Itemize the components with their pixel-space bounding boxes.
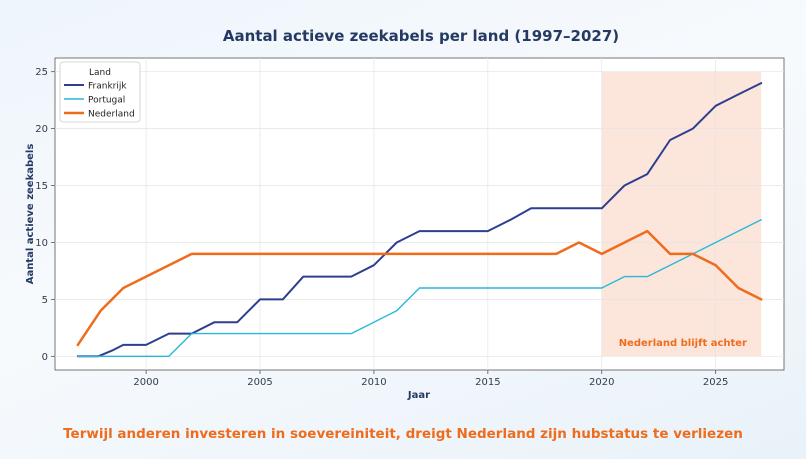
legend-label-portugal: Portugal bbox=[88, 96, 125, 106]
y-tick-label: 15 bbox=[35, 181, 48, 192]
x-tick-label: 2005 bbox=[247, 377, 272, 388]
series-line-frankrijk bbox=[76, 82, 763, 358]
x-tick-label: 2025 bbox=[703, 377, 728, 388]
y-tick-label: 0 bbox=[42, 352, 48, 363]
legend: Land Frankrijk Portugal Nederland bbox=[59, 61, 141, 123]
legend-label-frankrijk: Frankrijk bbox=[88, 82, 127, 92]
x-tick-label: 2000 bbox=[133, 377, 158, 388]
y-tick-label: 10 bbox=[35, 238, 48, 249]
series-line-nederland bbox=[76, 229, 763, 347]
x-axis-label: Jaar bbox=[407, 390, 430, 401]
highlight-label: Nederland blijft achter bbox=[619, 338, 747, 349]
legend-title: Land bbox=[89, 68, 111, 78]
y-tick-label: 5 bbox=[42, 295, 48, 306]
x-tick-label: 2015 bbox=[475, 377, 500, 388]
legend-label-nederland: Nederland bbox=[88, 110, 135, 120]
legend-box bbox=[59, 61, 141, 123]
y-tick-label: 20 bbox=[35, 124, 48, 135]
y-tick-label: 25 bbox=[35, 67, 48, 78]
y-axis-label: Aantal actieve zeekabels bbox=[25, 144, 36, 285]
x-tick-label: 2020 bbox=[589, 377, 614, 388]
series-line-portugal bbox=[77, 218, 762, 357]
chart-title: Aantal actieve zeekabels per land (1997–… bbox=[223, 27, 619, 45]
x-tick-label: 2010 bbox=[361, 377, 386, 388]
highlight-region bbox=[601, 71, 762, 357]
chart-subtitle: Terwijl anderen investeren in soevereini… bbox=[63, 426, 743, 442]
